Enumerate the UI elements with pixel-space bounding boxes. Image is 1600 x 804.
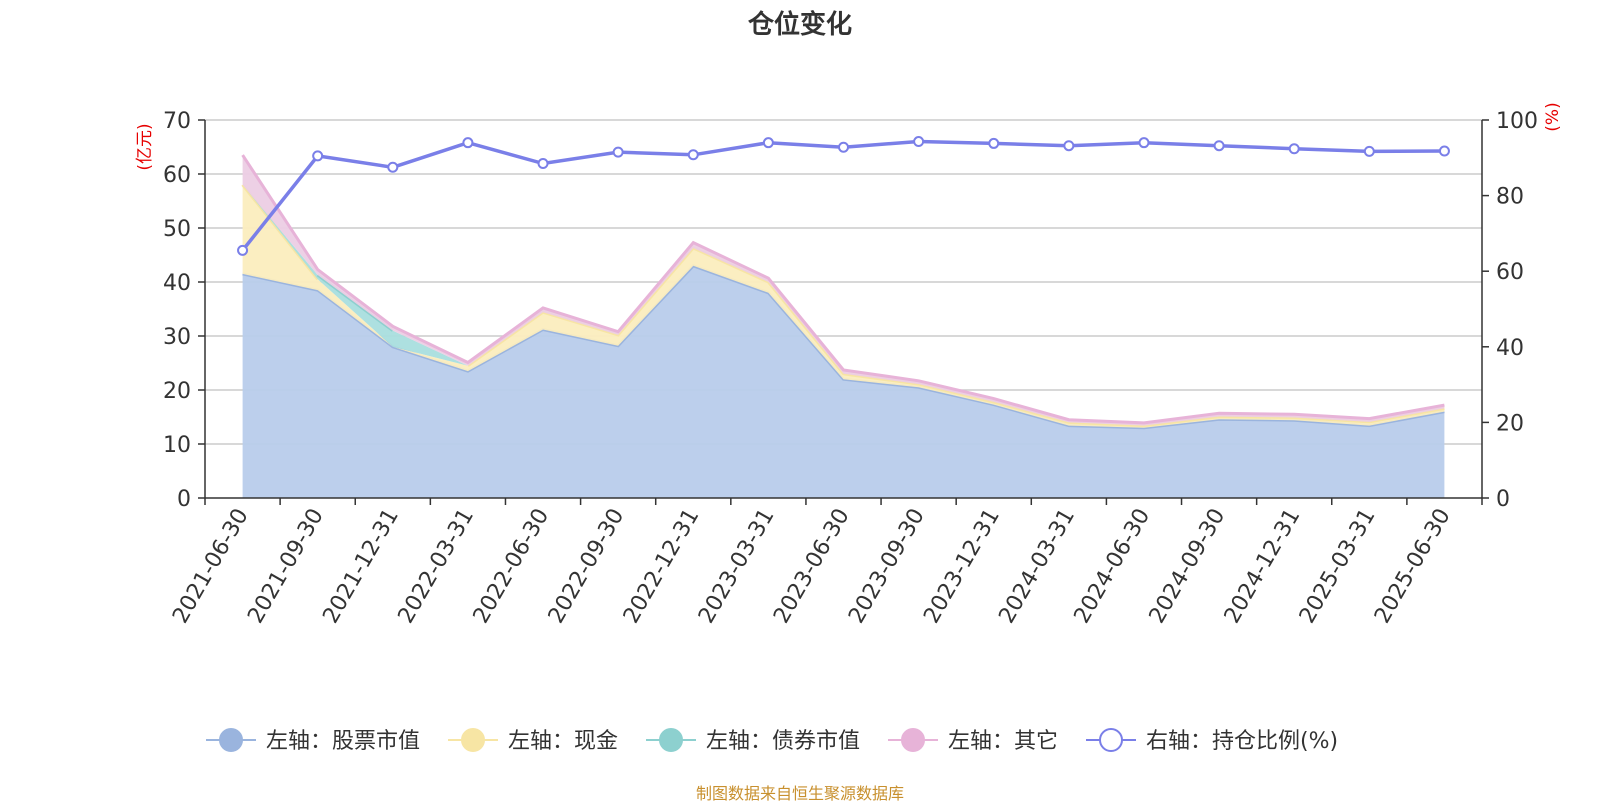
x-tick-label: 2024-03-31 <box>994 505 1080 628</box>
left-axis-unit: (亿元) <box>135 123 155 170</box>
stacked-areas <box>241 154 1445 498</box>
ratio-point <box>312 150 324 162</box>
left-tick-label: 60 <box>163 163 191 188</box>
data-source-note: 制图数据来自恒生聚源数据库 <box>695 784 904 803</box>
right-tick-label: 60 <box>1496 260 1524 285</box>
right-tick-label: 40 <box>1496 336 1524 361</box>
legend-label: 左轴：债券市值 <box>706 729 860 754</box>
x-tick-label: 2024-12-31 <box>1220 505 1306 628</box>
ratio-point <box>612 146 624 158</box>
ratio-point <box>1438 145 1450 157</box>
legend-marker <box>659 728 683 752</box>
ratio-point <box>988 137 1000 149</box>
left-tick-label: 0 <box>177 487 191 512</box>
x-tick-label: 2024-06-30 <box>1070 505 1156 628</box>
ratio-point <box>537 157 549 169</box>
x-tick-label: 2025-03-31 <box>1295 505 1381 628</box>
ratio-point <box>1363 145 1375 157</box>
ratio-point <box>1288 143 1300 155</box>
left-tick-label: 10 <box>163 433 191 458</box>
ratio-point <box>237 244 249 256</box>
right-tick-label: 0 <box>1496 487 1510 512</box>
x-tick-label: 2022-12-31 <box>619 505 705 628</box>
ratio-point <box>1138 137 1150 149</box>
x-tick-label: 2023-06-30 <box>769 505 855 628</box>
ratio-point <box>1213 140 1225 152</box>
x-tick-label: 2022-03-31 <box>394 504 480 627</box>
right-tick-label: 20 <box>1496 411 1524 436</box>
ratio-line <box>237 136 1450 256</box>
x-tick-label: 2021-09-30 <box>243 505 329 628</box>
legend-marker <box>901 728 925 752</box>
legend-marker <box>461 728 485 752</box>
area-series-1 <box>242 184 1445 428</box>
x-tick-label: 2022-06-30 <box>469 505 555 628</box>
ratio-point <box>838 141 849 153</box>
ratio-point <box>387 161 399 173</box>
ratio-point <box>1063 140 1075 152</box>
ratio-line-path <box>241 139 1445 252</box>
x-tick-label: 2024-09-30 <box>1145 505 1231 628</box>
right-axis-unit: (%) <box>1543 102 1563 131</box>
legend: 左轴：股票市值 左轴：现金 左轴：债券市值 左轴：其它 右轴：持仓比例(%) <box>206 728 1338 754</box>
left-tick-label: 40 <box>163 271 191 296</box>
area-edge-3 <box>241 154 1445 425</box>
x-tick-label: 2023-12-31 <box>919 505 1005 628</box>
x-tick-label: 2021-12-31 <box>318 505 404 628</box>
left-tick-label: 20 <box>163 379 191 404</box>
ratio-point <box>913 136 925 148</box>
area-series-0 <box>242 265 1445 498</box>
right-tick-label: 80 <box>1496 185 1524 210</box>
legend-label: 左轴：股票市值 <box>266 729 420 754</box>
legend-marker <box>219 728 243 752</box>
ratio-point <box>462 137 474 149</box>
legend-label: 右轴：持仓比例(%) <box>1146 729 1338 754</box>
chart-title: 仓位变化 <box>747 10 852 40</box>
legend-label: 左轴：其它 <box>948 729 1058 754</box>
legend-marker <box>1099 728 1123 752</box>
x-tick-label: 2025-06-30 <box>1370 505 1456 628</box>
x-tick-label: 2021-06-30 <box>168 505 254 628</box>
left-tick-label: 50 <box>163 217 191 242</box>
x-tick-label: 2023-09-30 <box>844 505 930 628</box>
ratio-point <box>762 137 774 149</box>
left-tick-label: 30 <box>163 325 191 350</box>
legend-label: 左轴：现金 <box>508 729 618 754</box>
ratio-point <box>687 149 699 161</box>
x-tick-label: 2022-09-30 <box>544 505 630 628</box>
x-tick-label: 2023-03-31 <box>694 505 780 628</box>
right-tick-label: 100 <box>1496 109 1538 134</box>
left-tick-label: 70 <box>163 109 191 134</box>
